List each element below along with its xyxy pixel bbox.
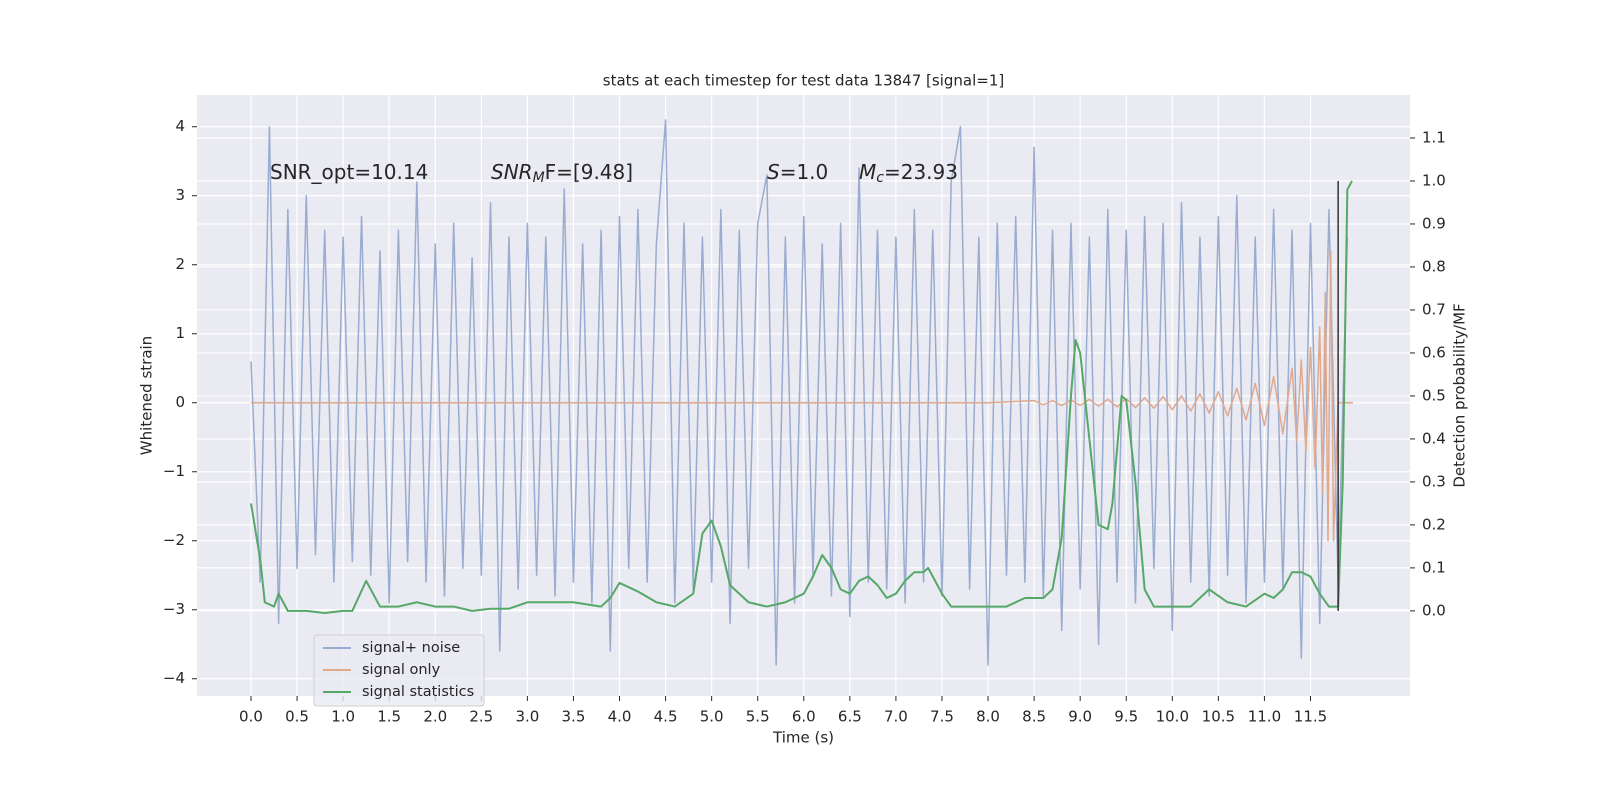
annotation-tail: F=[9.48] <box>545 160 633 184</box>
legend-label: signal statistics <box>362 684 474 700</box>
x-tick-label: 7.5 <box>930 708 954 726</box>
y2-tick-label: 0.6 <box>1422 343 1446 361</box>
x-tick-label: 3.0 <box>515 708 539 726</box>
y-tick-label: −4 <box>163 669 185 687</box>
y-tick-label: −2 <box>163 531 185 549</box>
legend-box <box>313 634 485 707</box>
y2-tick-label: 0.5 <box>1422 386 1446 404</box>
x-tick-label: 2.0 <box>423 708 447 726</box>
x-tick-label: 7.0 <box>884 708 908 726</box>
y-tick-label: 3 <box>175 186 185 204</box>
y2-tick-label: 0.3 <box>1422 472 1446 490</box>
x-tick-label: 5.0 <box>700 708 724 726</box>
marks <box>250 119 1353 666</box>
y2-tick-label: 1.0 <box>1422 171 1446 189</box>
grid: 0.0 0.5 1.0 1.5 2.0 2.5 3.0 3.5 4.0 4.5 5.0 5.5 6.0 6… <box>163 95 1446 726</box>
y2-tick-label: 0.8 <box>1422 257 1446 275</box>
annotation-base: SNR <box>491 160 533 184</box>
y2-tick-label: 0.0 <box>1422 601 1446 619</box>
x-tick-label: 5.5 <box>746 708 770 726</box>
y-tick-label: −3 <box>163 600 185 618</box>
y-axis-label: Whitened strain <box>138 336 156 455</box>
y-tick-label: 0 <box>175 393 185 411</box>
annotation-sub: M <box>533 170 545 186</box>
x-tick-label: 6.0 <box>792 708 816 726</box>
annotation: SNR_opt=10.14 <box>270 160 428 184</box>
x-tick-label: 11.0 <box>1248 708 1281 726</box>
annotation-tail: =1.0 <box>780 160 829 184</box>
x-tick-label: 4.5 <box>654 708 678 726</box>
chart-title: stats at each timestep for test data 138… <box>603 72 1004 90</box>
overlay: SNR_opt=10.14 SNRMF=[9.48] S=1.0 Mc=23.93si… <box>270 160 1339 707</box>
x-tick-label: 1.5 <box>377 708 401 726</box>
x-tick-label: 0.5 <box>285 708 309 726</box>
x-tick-label: 8.5 <box>1022 708 1046 726</box>
legend-label: signal only <box>362 662 441 678</box>
x-tick-label: 1.0 <box>331 708 355 726</box>
annotation-base: S <box>767 160 780 184</box>
annotation-base: SNR_opt=10.14 <box>270 160 428 184</box>
x-tick-label: 6.5 <box>838 708 862 726</box>
x-tick-label: 2.5 <box>469 708 493 726</box>
annotation-tail: =23.93 <box>884 160 958 184</box>
y2-tick-label: 0.2 <box>1422 515 1446 533</box>
x-tick-label: 4.0 <box>608 708 632 726</box>
y2-tick-label: 0.9 <box>1422 214 1446 232</box>
annotation-base: M <box>859 160 876 184</box>
y-tick-label: −1 <box>163 462 185 480</box>
y2-tick-label: 1.1 <box>1422 128 1446 146</box>
y-tick-label: 4 <box>175 117 185 135</box>
x-tick-label: 10.0 <box>1156 708 1189 726</box>
x-axis-label: Time (s) <box>772 729 834 747</box>
x-tick-label: 9.0 <box>1068 708 1092 726</box>
annotation-sub: c <box>876 170 884 186</box>
annotation: SNRMF=[9.48] <box>491 160 633 187</box>
x-tick-label: 11.5 <box>1294 708 1327 726</box>
y2-tick-label: 0.7 <box>1422 300 1446 318</box>
y2-tick-label: 0.4 <box>1422 429 1446 447</box>
y2-tick-label: 0.1 <box>1422 558 1446 576</box>
y2-axis-label: Detection probability/MF <box>1451 303 1469 487</box>
x-tick-label: 0.0 <box>239 708 263 726</box>
series-line <box>250 250 1353 542</box>
y-tick-label: 2 <box>175 255 185 273</box>
legend-label: signal+ noise <box>362 640 460 656</box>
x-tick-label: 3.5 <box>562 708 586 726</box>
annotation: Mc=23.93 <box>859 160 958 187</box>
x-tick-label: 8.0 <box>976 708 1000 726</box>
x-tick-label: 9.5 <box>1114 708 1138 726</box>
series-line <box>250 119 1349 666</box>
y-tick-label: 1 <box>175 324 185 342</box>
series-line <box>250 180 1353 615</box>
annotation: S=1.0 <box>767 160 828 184</box>
x-tick-label: 10.5 <box>1202 708 1235 726</box>
